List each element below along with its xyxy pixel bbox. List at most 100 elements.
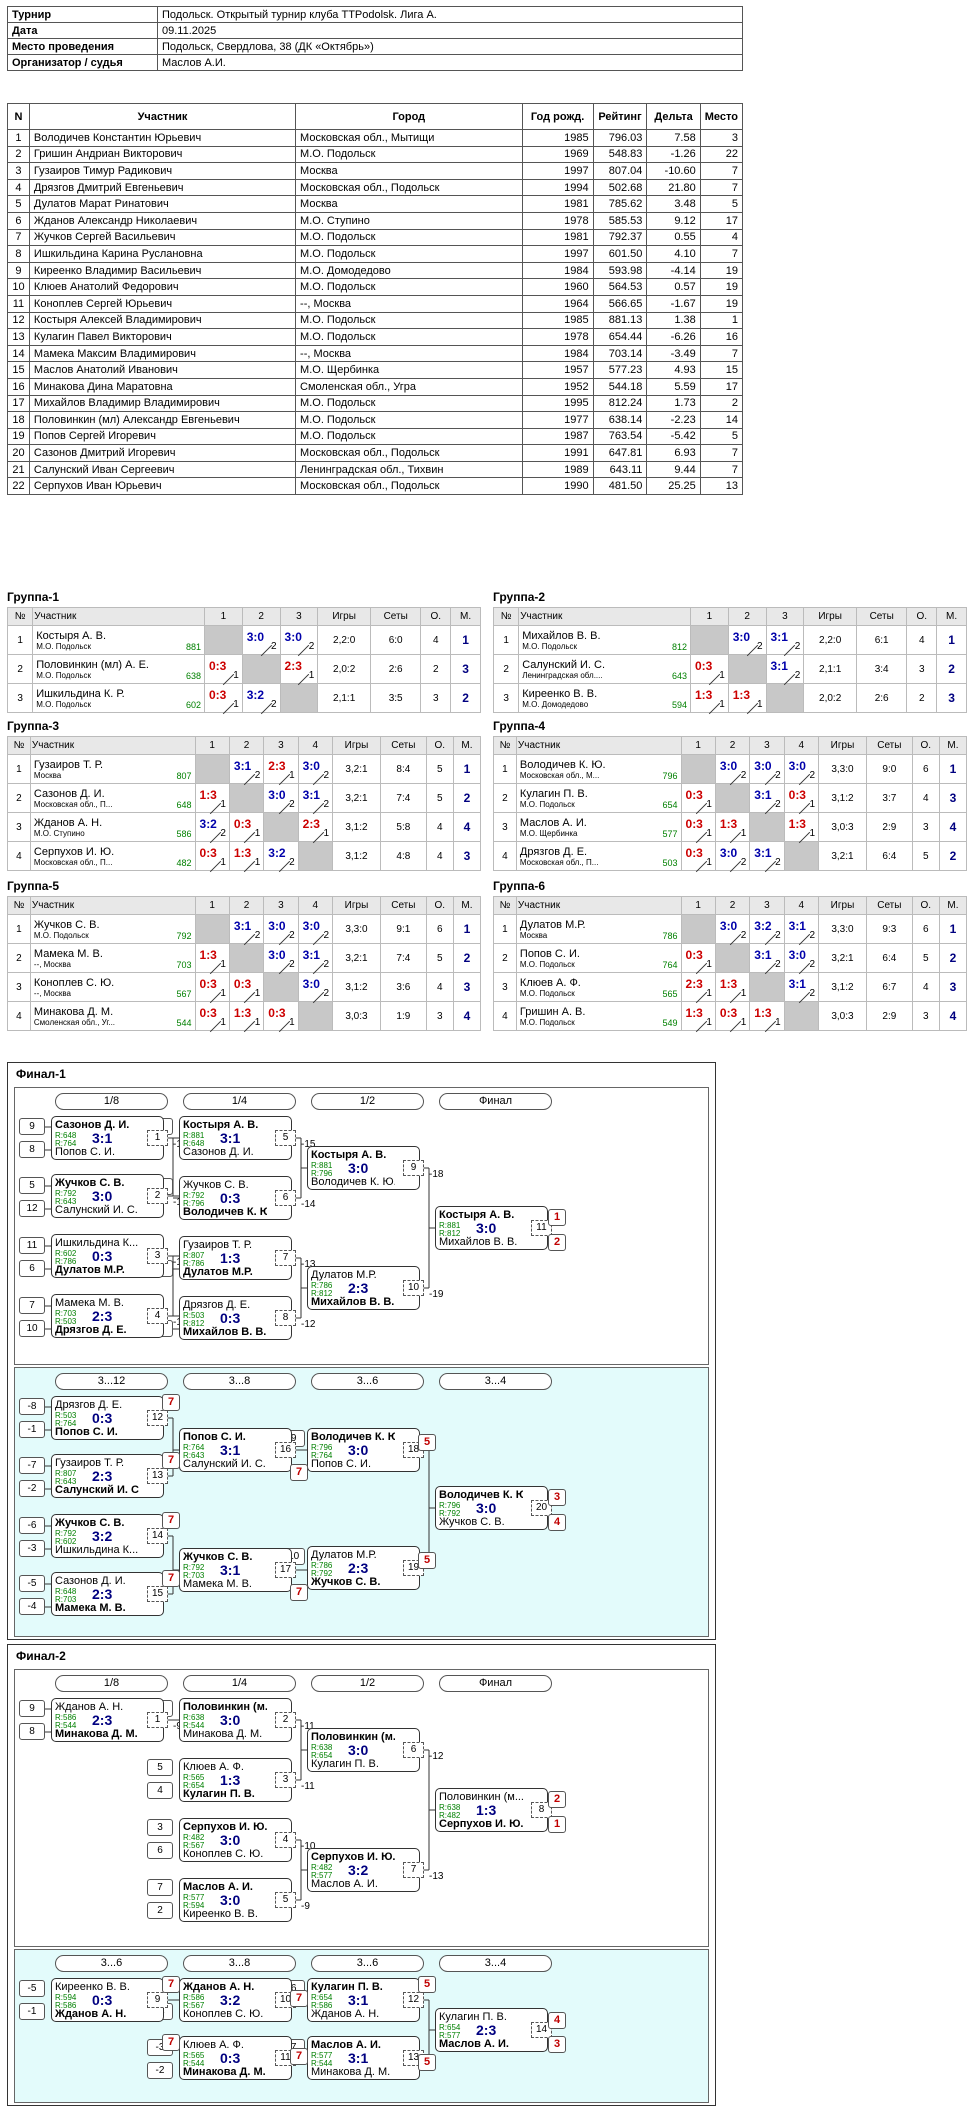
player-name[interactable]: Володичев Константин Юрьевич xyxy=(28,129,297,147)
player-name[interactable]: Попов Сергей Игоревич xyxy=(28,427,297,446)
match-box[interactable]: Попов С. И. R:764 R:643 3:1 Салунский И. С. 1… xyxy=(179,1428,296,1472)
group-participant[interactable]: Минакова Д. М. Смоленская обл., Уг... 544 xyxy=(29,1001,196,1031)
match-box[interactable]: Ишкильдина К... R:602 R:786 0:3 Дулатов М.Р.… xyxy=(51,1234,168,1278)
match-box[interactable]: Гузаиров Т. Р. R:807 R:643 2:3 Салунский И. … xyxy=(51,1454,168,1498)
player-name[interactable]: Дулатов Марат Ринатович xyxy=(28,195,297,213)
match-points: 1 xyxy=(254,988,261,999)
match-box[interactable]: Володичев К. Ю. R:796 R:792 3:0 Жучков С. В.… xyxy=(435,1486,552,1530)
player-name[interactable]: Жданов Александр Николаевич xyxy=(28,211,297,230)
match-score: 1:3 xyxy=(220,1250,241,1266)
match-box[interactable]: Дрязгов Д. Е. R:503 R:812 0:3 Михайлов В. В.… xyxy=(179,1296,296,1340)
group-participant[interactable]: Мамека М. В. --, Москва 703 xyxy=(29,943,196,973)
group-participant[interactable]: Гузаиров Т. Р. Москва 807 xyxy=(29,754,196,784)
match-box[interactable]: Маслов А. И. R:577 R:544 3:1 Минакова Д. М. 1… xyxy=(307,2036,424,2080)
match-box[interactable]: Киреенко В. В. R:594 R:586 0:3 Жданов А. Н. 9 xyxy=(51,1978,168,2022)
group-header-opponent: 1 xyxy=(194,896,230,915)
player1-rating: R:648 xyxy=(55,1131,77,1140)
match-box[interactable]: Половинкин (м... R:638 R:482 1:3 Серпухов И.… xyxy=(435,1788,552,1832)
match-box[interactable]: Дулатов М.Р. R:786 R:812 2:3 Михайлов В. В. 1… xyxy=(307,1266,424,1310)
match-points: 2 xyxy=(270,641,277,652)
player-name[interactable]: Жучков Сергей Васильевич xyxy=(28,228,297,247)
match-box[interactable]: Дулатов М.Р. R:786 R:792 2:3 Жучков С. В. 19 xyxy=(307,1546,424,1590)
group-participant[interactable]: Кулагин П. В. М.О. Подольск 654 xyxy=(515,783,682,813)
group-participant[interactable]: Дрязгов Д. Е. Московская обл., П... 503 xyxy=(515,841,682,871)
match-box[interactable]: Сазонов Д. И. R:648 R:764 3:1 Попов С. И. 1 xyxy=(51,1116,168,1160)
group-participant[interactable]: Володичев К. Ю. Московская обл., М... 796 xyxy=(515,754,682,784)
participant-name: Салунский И. С. xyxy=(522,658,606,671)
match-box[interactable]: Кулагин П. В. R:654 R:577 2:3 Маслов А. И. 14 xyxy=(435,2008,552,2052)
player-name[interactable]: Михайлов Владимир Владимирович xyxy=(28,394,297,413)
group-participant[interactable]: Салунский И. С. Ленинградская обл.... 643 xyxy=(518,654,691,684)
player-place: 7 xyxy=(699,460,744,479)
player-name[interactable]: Маслов Анатолий Иванович xyxy=(28,361,297,379)
group-participant[interactable]: Гришин А. В. М.О. Подольск 549 xyxy=(515,1001,682,1031)
group-participant[interactable]: Дулатов М.Р. Москва 786 xyxy=(515,914,682,944)
match-box[interactable]: Володичев К. Ю. R:796 R:764 3:0 Попов С. И. 1… xyxy=(307,1428,424,1472)
group-participant[interactable]: Маслов А. И. М.О. Щербинка 577 xyxy=(515,812,682,842)
player-name[interactable]: Дрязгов Дмитрий Евгеньевич xyxy=(28,178,297,197)
player-row: 21 Салунский Иван Сергеевич Ленинградская … xyxy=(7,460,744,479)
match-box[interactable]: Костыря А. В. R:881 R:812 3:0 Михайлов В. В.… xyxy=(435,1206,552,1250)
group-participant[interactable]: Михайлов В. В. М.О. Подольск 812 xyxy=(518,625,691,655)
player-name[interactable]: Серпухов Иван Юрьевич xyxy=(28,477,297,496)
player-name[interactable]: Сазонов Дмитрий Игоревич xyxy=(28,444,297,462)
player-name[interactable]: Ишкильдина Карина Руслановна xyxy=(28,245,297,263)
match-box[interactable]: Половинкин (м... R:638 R:544 3:0 Минакова Д.… xyxy=(179,1698,296,1742)
group-participant[interactable]: Костыря А. В. М.О. Подольск 881 xyxy=(32,625,205,655)
player-name[interactable]: Мамека Максим Владимирович xyxy=(28,344,297,363)
match-box[interactable]: Сазонов Д. И. R:648 R:703 2:3 Мамека М. В. 15 xyxy=(51,1572,168,1616)
player-name[interactable]: Коноплев Сергей Юрьевич xyxy=(28,294,297,313)
player-name[interactable]: Салунский Иван Сергеевич xyxy=(28,460,297,479)
match-box[interactable]: Мамека М. В. R:703 R:503 2:3 Дрязгов Д. Е. 4 xyxy=(51,1294,168,1338)
player-name[interactable]: Киреенко Владимир Васильевич xyxy=(28,261,297,280)
match-box[interactable]: Жучков С. В. R:792 R:602 3:2 Ишкильдина К...… xyxy=(51,1514,168,1558)
match-box[interactable]: Жданов А. Н. R:586 R:544 2:3 Минакова Д. М. 1 xyxy=(51,1698,168,1742)
group-score-cell: 3:1 2 xyxy=(749,783,785,815)
group-score-cell: 3:1 2 xyxy=(749,841,785,873)
match-points: 1 xyxy=(809,799,816,810)
player-name[interactable]: Минакова Дина Маратовна xyxy=(28,377,297,396)
group-diagonal-cell xyxy=(263,812,299,842)
group-participant[interactable]: Жданов А. Н. М.О. Ступино 586 xyxy=(29,812,196,842)
group-participant[interactable]: Коноплев С. Ю. --, Москва 567 xyxy=(29,972,196,1002)
match-points: 1 xyxy=(254,828,261,839)
match-box[interactable]: Половинкин (м... R:638 R:654 3:0 Кулагин П. … xyxy=(307,1728,424,1772)
match-points: 2 xyxy=(740,770,747,781)
player-name[interactable]: Кулагин Павел Викторович xyxy=(28,328,297,346)
participant-city: Смоленская обл., Уг... xyxy=(33,1017,116,1027)
group-participant[interactable]: Половинкин (мл) А. Е. М.О. Подольск 638 xyxy=(32,654,205,684)
player-name[interactable]: Гришин Андриан Викторович xyxy=(28,145,297,164)
match-box[interactable]: Жучков С. В. R:792 R:643 3:0 Салунский И. С.… xyxy=(51,1174,168,1218)
group-participant[interactable]: Сазонов Д. И. Московская обл., П... 648 xyxy=(29,783,196,813)
match-player1: Костыря А. В. xyxy=(183,1119,259,1131)
match-box[interactable]: Клюев А. Ф. R:565 R:654 1:3 Кулагин П. В. 3 xyxy=(179,1758,296,1802)
seed-box: -2 xyxy=(147,2062,173,2079)
player-city: М.О. Подольск xyxy=(295,228,523,247)
match-box[interactable]: Жучков С. В. R:792 R:796 0:3 Володичев К. Ю.… xyxy=(179,1176,296,1220)
match-box[interactable]: Костыря А. В. R:881 R:648 3:1 Сазонов Д. И. 5 xyxy=(179,1116,296,1160)
group-participant[interactable]: Клюев А. Ф. М.О. Подольск 565 xyxy=(515,972,682,1002)
group-games: 3,0:3 xyxy=(818,812,867,842)
player-name[interactable]: Клюев Анатолий Федорович xyxy=(28,278,297,296)
match-box[interactable]: Серпухов И. Ю. R:482 R:577 3:2 Маслов А. И. 7 xyxy=(307,1848,424,1892)
group-participant[interactable]: Жучков С. В. М.О. Подольск 792 xyxy=(29,914,196,944)
match-box[interactable]: Жданов А. Н. R:586 R:567 3:2 Коноплев С. Ю. 1… xyxy=(179,1978,296,2022)
player-name[interactable]: Костыря Алексей Владимирович xyxy=(28,311,297,330)
group-score-cell: 0:3 1 xyxy=(263,1001,299,1033)
match-box[interactable]: Маслов А. И. R:577 R:594 3:0 Киреенко В. В. 5 xyxy=(179,1878,296,1922)
player-name[interactable]: Гузаиров Тимур Радикович xyxy=(28,162,297,180)
match-points: 2 xyxy=(289,959,295,970)
group-participant[interactable]: Ишкильдина К. Р. М.О. Подольск 602 xyxy=(32,683,205,713)
match-box[interactable]: Жучков С. В. R:792 R:703 3:1 Мамека М. В. 17 xyxy=(179,1548,296,1592)
match-box[interactable]: Серпухов И. Ю. R:482 R:567 3:0 Коноплев С. Ю… xyxy=(179,1818,296,1862)
participant-rating: 544 xyxy=(176,1018,192,1028)
group-participant[interactable]: Киреенко В. В. М.О. Домодедово 594 xyxy=(518,683,691,713)
match-box[interactable]: Дрязгов Д. Е. R:503 R:764 0:3 Попов С. И. 12 xyxy=(51,1396,168,1440)
match-box[interactable]: Кулагин П. В. R:654 R:586 3:1 Жданов А. Н. 12 xyxy=(307,1978,424,2022)
group-participant[interactable]: Попов С. И. М.О. Подольск 764 xyxy=(515,943,682,973)
player-name[interactable]: Половинкин (мл) Александр Евгеньевич xyxy=(28,411,297,429)
group-participant[interactable]: Серпухов И. Ю. Московская обл., П... 482 xyxy=(29,841,196,871)
match-box[interactable]: Костыря А. В. R:881 R:796 3:0 Володичев К. Ю… xyxy=(307,1146,424,1190)
match-box[interactable]: Гузаиров Т. Р. R:807 R:786 1:3 Дулатов М.Р. 7 xyxy=(179,1236,296,1280)
match-box[interactable]: Клюев А. Ф. R:565 R:544 0:3 Минакова Д. М. 11 xyxy=(179,2036,296,2080)
